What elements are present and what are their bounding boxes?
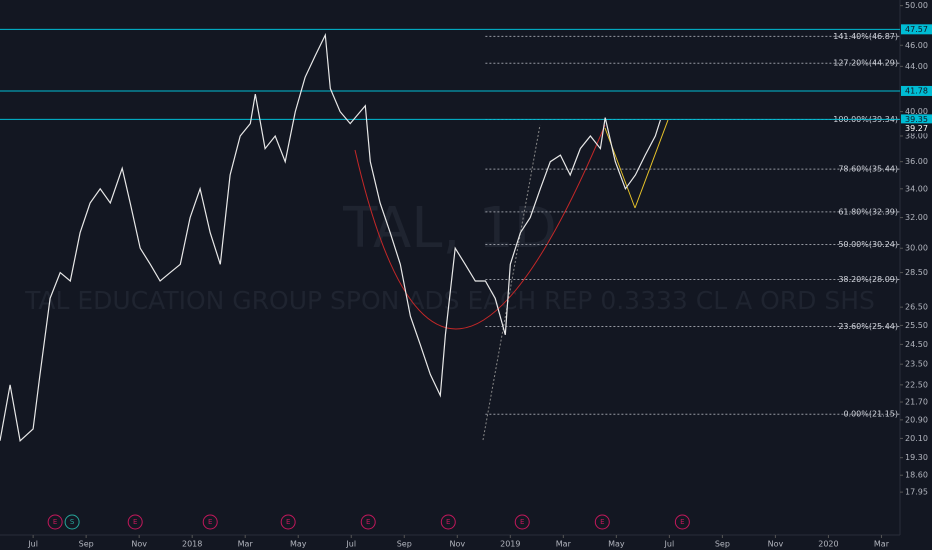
fib-label: 61.80%(32.39): [838, 207, 898, 216]
event-label: S: [70, 518, 75, 526]
x-tick-label: 2018: [182, 540, 202, 549]
y-tick-label: 32.00: [905, 213, 928, 222]
y-tick-label: 40.00: [905, 107, 928, 116]
x-tick-label: Sep: [715, 540, 730, 549]
x-tick-label: Jul: [664, 540, 675, 549]
x-tick-label: Mar: [874, 540, 890, 549]
event-marker: [440, 514, 456, 530]
last-price-tag: [901, 123, 932, 134]
y-tick-label: 30.00: [905, 244, 928, 253]
event-label: E: [680, 518, 684, 526]
x-tick-label: 2019: [500, 540, 520, 549]
level-tag: [901, 24, 932, 35]
price-line: [0, 32, 661, 442]
fib-label: 141.40%(46.87): [833, 32, 898, 41]
y-tick-label: 28.50: [905, 268, 928, 277]
event-label: E: [286, 518, 290, 526]
x-tick-label: May: [290, 540, 307, 549]
trend-line: [604, 127, 636, 209]
y-tick-label: 23.50: [905, 360, 928, 369]
x-tick-label: Mar: [238, 540, 254, 549]
fib-trend: [482, 124, 541, 441]
fib-label: 38.20%(28.09): [838, 275, 898, 284]
watermark: TAL, 1D: [342, 196, 557, 261]
y-tick-label: 38.00: [905, 131, 928, 140]
y-tick-label: 22.50: [905, 380, 928, 389]
y-tick-label: 21.70: [905, 398, 928, 407]
level-tag: [901, 85, 932, 96]
event-label: E: [133, 518, 137, 526]
x-tick-label: Nov: [449, 540, 465, 549]
level-label: 47.57: [905, 25, 928, 34]
fib-label: 127.20%(44.29): [833, 59, 898, 68]
cup-drawing: [354, 124, 606, 330]
y-tick-label: 26.50: [905, 303, 928, 312]
event-label: E: [208, 518, 212, 526]
event-marker: [127, 514, 143, 530]
event-label: E: [446, 518, 450, 526]
event-label: E: [520, 518, 524, 526]
y-tick-label: 19.30: [905, 453, 928, 462]
y-tick-label: 24.50: [905, 340, 928, 349]
event-label: E: [53, 518, 57, 526]
y-tick-label: 36.00: [905, 157, 928, 166]
event-marker: [280, 514, 296, 530]
fib-label: 50.00%(30.24): [838, 240, 898, 249]
y-tick-label: 44.00: [905, 62, 928, 71]
x-tick-label: Mar: [556, 540, 572, 549]
event-marker: [360, 514, 376, 530]
event-marker: [514, 514, 530, 530]
x-tick-label: Jul: [27, 540, 38, 549]
y-tick-label: 17.95: [905, 488, 928, 497]
x-tick-label: Sep: [397, 540, 412, 549]
event-label: E: [600, 518, 604, 526]
x-tick-label: May: [608, 540, 625, 549]
event-marker: [674, 514, 690, 530]
event-marker: [202, 514, 218, 530]
event-marker: [64, 514, 80, 530]
level-label: 39.35: [905, 115, 928, 124]
x-tick-label: Nov: [768, 540, 784, 549]
y-tick-label: 25.50: [905, 321, 928, 330]
x-tick-label: Nov: [131, 540, 147, 549]
y-tick-label: 20.10: [905, 434, 928, 443]
event-marker: [594, 514, 610, 530]
y-tick-label: 50.00: [905, 1, 928, 10]
x-tick-label: Sep: [79, 540, 94, 549]
trend-line: [634, 119, 669, 209]
y-tick-label: 34.00: [905, 184, 928, 193]
fib-label: 23.60%(25.44): [838, 322, 898, 331]
level-label: 41.78: [905, 86, 928, 95]
y-tick-label: 20.90: [905, 415, 928, 424]
fib-label: 78.60%(35.44): [838, 165, 898, 174]
fib-label: 0.00%(21.15): [843, 410, 898, 419]
x-tick-label: 2020: [818, 540, 838, 549]
event-marker: [47, 514, 63, 530]
y-tick-label: 46.00: [905, 41, 928, 50]
last-price: 39.27: [905, 124, 928, 133]
x-tick-label: Jul: [345, 540, 356, 549]
level-tag: [901, 114, 932, 125]
y-tick-label: 18.60: [905, 471, 928, 480]
event-label: E: [366, 518, 370, 526]
